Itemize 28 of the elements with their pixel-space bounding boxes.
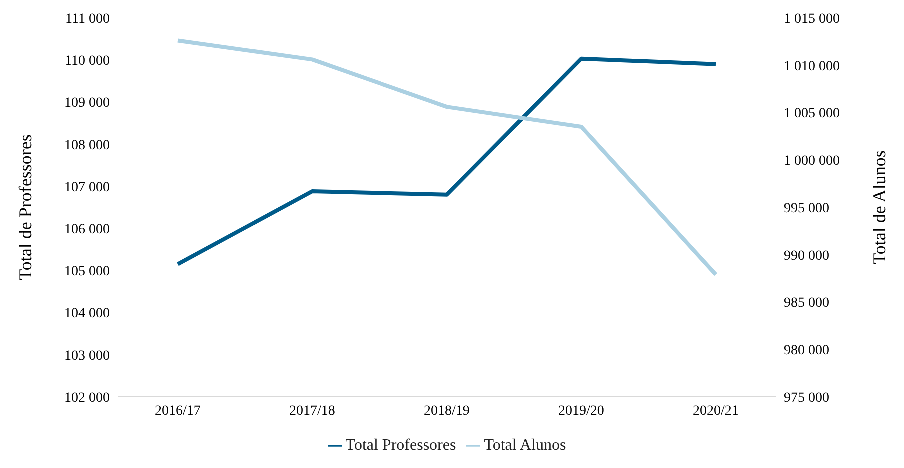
legend-label: Total Professores — [346, 437, 456, 454]
y-tick-label: 110 000 — [65, 54, 110, 70]
y-tick-label: 111 000 — [66, 12, 110, 27]
x-tick-label: 2020/21 — [693, 404, 739, 419]
y2-tick-label: 990 000 — [784, 248, 830, 264]
y-tick-label: 109 000 — [64, 96, 110, 112]
x-tick-label: 2019/20 — [558, 404, 604, 419]
y-tick-label: 103 000 — [64, 348, 110, 364]
y2-tick-label: 980 000 — [784, 344, 830, 359]
legend-label: Total Alunos — [484, 437, 566, 454]
y2-tick-label: 1 015 000 — [784, 12, 840, 27]
y-tick-label: 104 000 — [64, 306, 110, 322]
y2-tick-label: 1 005 000 — [784, 106, 840, 122]
y2-tick-label: 1 010 000 — [784, 59, 840, 74]
y2-tick-label: 1 000 000 — [784, 154, 840, 170]
y2-axis-title: Total de Alunos — [869, 150, 890, 264]
x-tick-label: 2016/17 — [155, 404, 201, 419]
y-tick-label: 102 000 — [64, 390, 110, 406]
y-tick-label: 105 000 — [64, 264, 110, 280]
y2-tick-label: 995 000 — [784, 201, 830, 216]
y-tick-label: 107 000 — [64, 180, 110, 196]
x-tick-label: 2018/19 — [424, 404, 470, 419]
y-tick-label: 108 000 — [64, 138, 110, 154]
y-tick-label: 106 000 — [64, 222, 110, 238]
y-axis-title: Total de Professores — [15, 134, 36, 280]
x-tick-label: 2017/18 — [290, 404, 336, 419]
y2-tick-label: 985 000 — [784, 296, 830, 312]
y2-tick-label: 975 000 — [784, 390, 830, 406]
